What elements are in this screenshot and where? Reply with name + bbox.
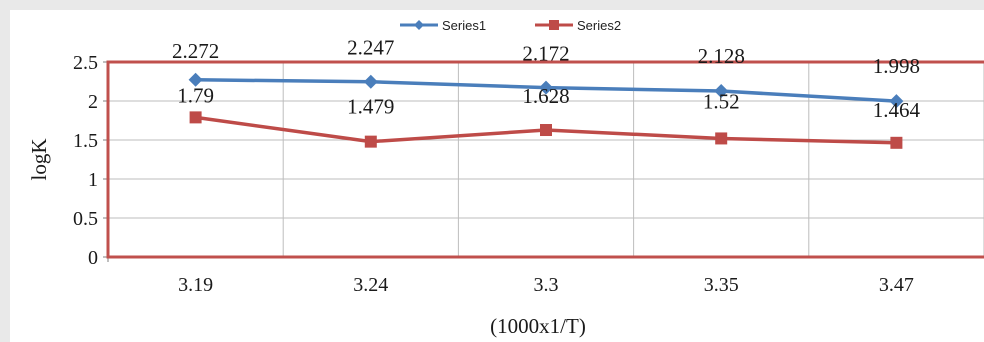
data-label: 1.464 bbox=[873, 98, 921, 122]
data-point-diamond bbox=[714, 84, 729, 99]
y-tick-label: 2 bbox=[88, 91, 98, 113]
data-point-diamond bbox=[188, 72, 203, 87]
data-label: 1.998 bbox=[873, 54, 920, 78]
x-tick-label: 3.35 bbox=[704, 274, 739, 296]
data-label: 1.628 bbox=[522, 84, 569, 108]
data-point-diamond bbox=[889, 94, 904, 109]
plot-area-border bbox=[106, 60, 984, 259]
y-tick-label: 0.5 bbox=[73, 208, 98, 230]
data-point-square bbox=[364, 135, 377, 148]
data-point-diamond bbox=[363, 74, 378, 89]
data-point-square bbox=[540, 124, 552, 137]
legend-label: Series1 bbox=[442, 18, 486, 33]
y-tick-label: 1 bbox=[88, 169, 98, 191]
data-label: 1.52 bbox=[703, 89, 740, 113]
data-label: 1.79 bbox=[177, 83, 214, 107]
chart: 0 0.5 1 1.5 2 2.5 3.19 3.24 3.3 3.35 3.47 (1000x1/T… bbox=[10, 10, 984, 342]
legend-label: Series2 bbox=[577, 18, 621, 33]
line-chart: 00.511.522.53.19 3.24 3.3 3.35 3.47(1000x1/T… bbox=[27, 18, 984, 338]
legend-marker-square bbox=[549, 20, 559, 30]
x-tick-label: 3.47 bbox=[879, 274, 914, 296]
data-point-square bbox=[189, 111, 202, 124]
y-axis-title: logK bbox=[27, 139, 51, 181]
x-tick-label: 3.3 bbox=[534, 274, 559, 296]
data-point-square bbox=[890, 136, 903, 149]
x-axis-title: (1000x1/T) bbox=[490, 314, 586, 338]
y-tick-label: 0 bbox=[88, 247, 98, 269]
x-tick-label: 3.19 bbox=[178, 274, 213, 296]
x-tick-label: 3.24 bbox=[353, 274, 388, 296]
data-label: 2.247 bbox=[347, 36, 394, 60]
legend-marker-diamond bbox=[414, 20, 424, 30]
data-label: 1.479 bbox=[347, 95, 394, 119]
data-point-diamond bbox=[539, 80, 553, 95]
data-label: 2.128 bbox=[698, 44, 745, 68]
data-label: 2.272 bbox=[172, 39, 219, 63]
y-tick-label: 1.5 bbox=[73, 130, 98, 152]
y-tick-label: 2.5 bbox=[73, 52, 98, 74]
data-label: 2.172 bbox=[522, 42, 569, 66]
data-point-square bbox=[715, 132, 728, 145]
